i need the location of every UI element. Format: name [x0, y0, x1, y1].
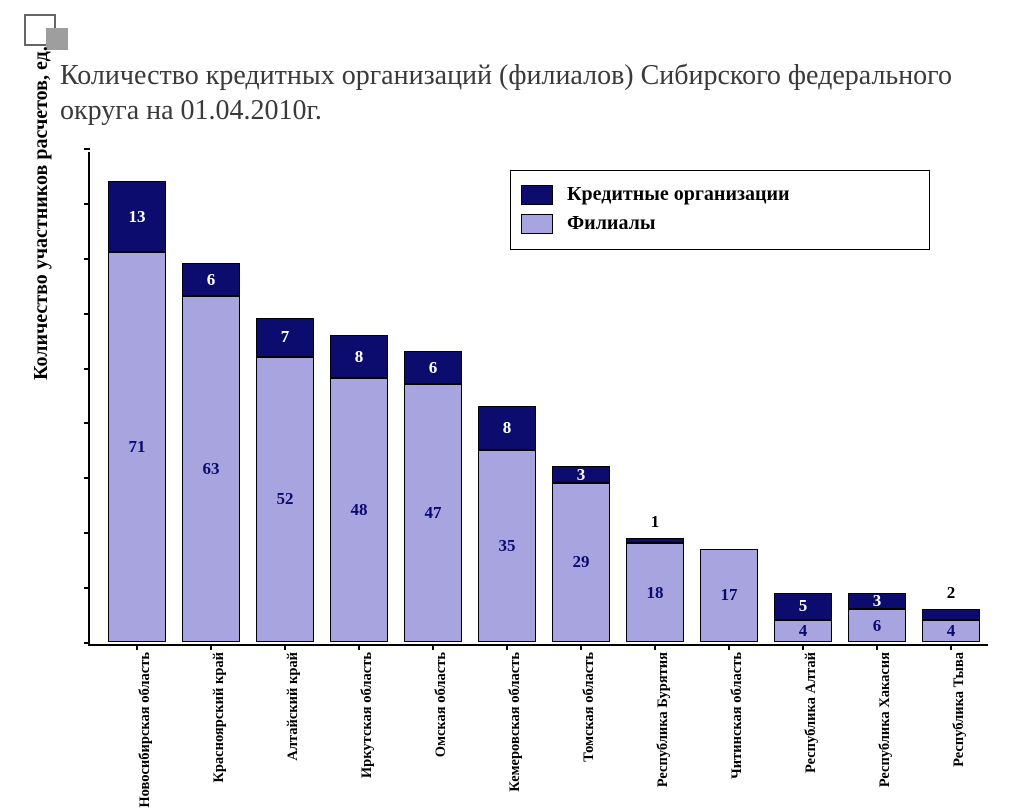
x-label-text: Республика Тыва [951, 652, 968, 767]
y-tick [84, 422, 90, 424]
bar-group: 36 [848, 593, 906, 642]
bar-segment-credit-orgs: 3 [552, 466, 610, 482]
bar-segment-credit-orgs: 5 [774, 593, 832, 620]
bar-group: 54 [774, 593, 832, 642]
bar-segment-branches: 4 [922, 620, 980, 642]
x-label-text: Красноярский край [211, 652, 228, 783]
legend-label-credit-orgs: Кредитные организации [567, 183, 790, 206]
bar-value-above: 1 [626, 512, 684, 532]
bar-segment-branches: 4 [774, 620, 832, 642]
x-tick [210, 644, 212, 650]
bar-segment-branches: 35 [478, 450, 536, 642]
bar-segment-branches: 18 [626, 543, 684, 642]
bar-group: 647 [404, 351, 462, 642]
bar-segment-branches: 63 [182, 296, 240, 642]
slide-decor [24, 14, 68, 50]
y-tick [84, 313, 90, 315]
legend-swatch-branches [521, 214, 553, 234]
x-label-text: Алтайский край [285, 652, 302, 761]
bar-segment-credit-orgs [922, 609, 980, 620]
bar-segment-credit-orgs: 8 [478, 406, 536, 450]
bar-group: 24 [922, 609, 980, 642]
bar-group: 663 [182, 263, 240, 642]
x-label-text: Томская область [581, 652, 598, 762]
legend-item-credit-orgs: Кредитные организации [521, 183, 919, 206]
bar-segment-credit-orgs: 3 [848, 593, 906, 609]
x-tick [284, 644, 286, 650]
y-tick [84, 368, 90, 370]
bar-segment-branches: 17 [700, 549, 758, 642]
legend-item-branches: Филиалы [521, 212, 919, 235]
x-tick [876, 644, 878, 650]
bar-segment-credit-orgs: 7 [256, 318, 314, 356]
y-axis-label: Количество участников расчетов, ед. [30, 46, 53, 380]
bar-segment-credit-orgs: 6 [182, 263, 240, 296]
bar-group: 118 [626, 538, 684, 642]
bar-group: 329 [552, 466, 610, 642]
bar-segment-branches: 29 [552, 483, 610, 642]
x-tick [432, 644, 434, 650]
y-tick [84, 642, 90, 644]
x-tick [136, 644, 138, 650]
x-label-text: Кемеровская область [507, 652, 524, 792]
y-tick [84, 477, 90, 479]
x-label-text: Республика Бурятия [655, 652, 672, 787]
y-tick [84, 587, 90, 589]
bar-group: 17 [700, 549, 758, 642]
legend: Кредитные организации Филиалы [510, 170, 930, 250]
y-tick [84, 258, 90, 260]
x-label-text: Читинская область [729, 652, 746, 779]
x-label-text: Новосибирская область [137, 652, 154, 808]
bar-segment-branches: 48 [330, 378, 388, 642]
bar-group: 848 [330, 335, 388, 642]
x-label-text: Республика Алтай [803, 652, 820, 773]
bar-value-above: 2 [922, 583, 980, 603]
bar-group: 835 [478, 406, 536, 642]
bar-segment-branches: 52 [256, 357, 314, 642]
chart-title: Количество кредитных организаций (филиал… [60, 58, 964, 128]
y-tick [84, 148, 90, 150]
x-tick [580, 644, 582, 650]
bar-segment-branches: 71 [108, 252, 166, 642]
x-label-text: Республика Хакасия [877, 652, 894, 787]
legend-label-branches: Филиалы [567, 212, 655, 235]
bar-group: 1371 [108, 181, 166, 642]
x-tick [950, 644, 952, 650]
x-tick [506, 644, 508, 650]
x-tick [358, 644, 360, 650]
bar-segment-credit-orgs: 8 [330, 335, 388, 379]
y-tick [84, 532, 90, 534]
y-tick [84, 203, 90, 205]
x-label-text: Иркутская область [359, 652, 376, 778]
legend-swatch-credit-orgs [521, 185, 553, 205]
bar-segment-branches: 6 [848, 609, 906, 642]
bar-group: 752 [256, 318, 314, 642]
bar-segment-credit-orgs: 13 [108, 181, 166, 252]
bar-segment-credit-orgs: 6 [404, 351, 462, 384]
x-tick [802, 644, 804, 650]
x-label-text: Омская область [433, 652, 450, 757]
x-tick [728, 644, 730, 650]
x-tick [654, 644, 656, 650]
bar-segment-branches: 47 [404, 384, 462, 642]
